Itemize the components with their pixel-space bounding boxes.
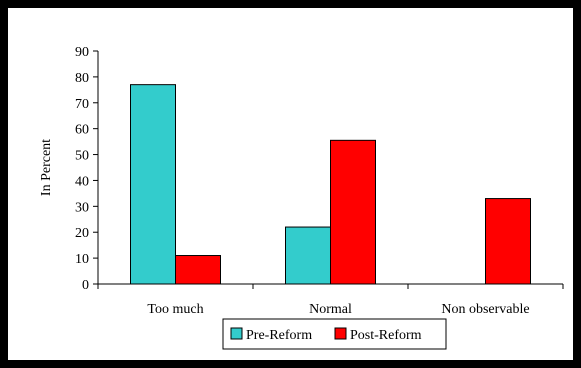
axes-group (97, 51, 563, 285)
bar-pre-reform-too-much (130, 84, 176, 285)
bar-post-reform-too-much (175, 255, 221, 285)
y-tick-label: 60 (75, 123, 89, 138)
bar-post-reform-non-observable (485, 198, 531, 285)
bar-pre-reform-normal (285, 226, 331, 285)
legend: Pre-Reform Post-Reform (222, 318, 447, 350)
y-tick-label: 70 (75, 97, 89, 112)
x-tick-label: Normal (309, 302, 352, 317)
y-tick-label: 10 (75, 252, 89, 267)
y-tick-label: 0 (82, 278, 89, 293)
y-axis-title: In Percent (39, 139, 54, 196)
y-tick-label: 50 (75, 149, 89, 164)
y-ticks-group: 0 10 20 30 40 50 60 70 80 90 (75, 45, 98, 293)
y-tick-label: 40 (75, 174, 89, 189)
y-tick-label: 20 (75, 226, 89, 241)
y-tick-label: 90 (75, 45, 89, 60)
legend-swatch-post-reform (334, 327, 347, 340)
y-tick-label: 30 (75, 200, 89, 215)
x-tick-label: Too much (147, 302, 203, 317)
bar-chart: 0 10 20 30 40 50 60 70 80 90 Too much Normal Non ob… (39, 45, 564, 350)
y-tick-label: 80 (75, 71, 89, 86)
legend-label-post-reform: Post-Reform (350, 328, 422, 343)
legend-swatch-pre-reform (230, 327, 243, 340)
bars-group (130, 84, 531, 285)
x-ticks-group: Too much Normal Non observable (97, 284, 564, 317)
legend-label-pre-reform: Pre-Reform (246, 328, 312, 343)
x-tick-label: Non observable (441, 302, 529, 317)
bar-post-reform-normal (330, 139, 376, 285)
